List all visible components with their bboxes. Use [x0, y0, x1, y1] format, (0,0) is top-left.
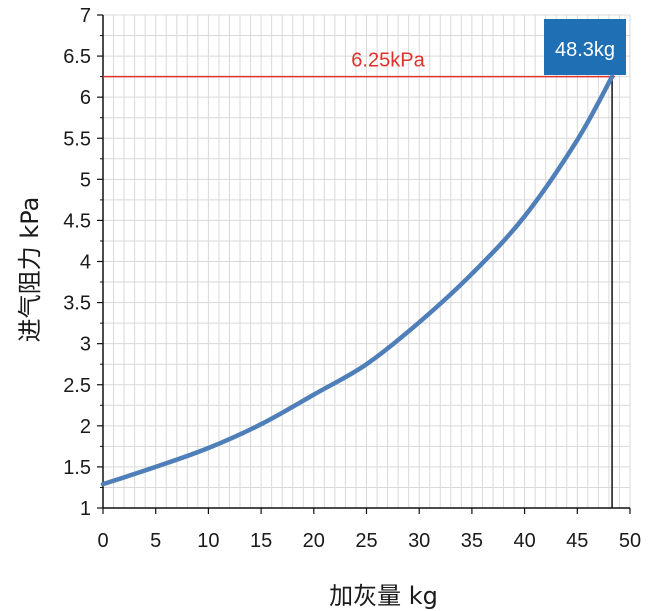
x-tick-label: 15 — [250, 530, 272, 552]
y-tick-label: 7 — [80, 5, 91, 27]
x-tick-label: 0 — [97, 530, 108, 552]
x-tick-label: 50 — [619, 530, 641, 552]
y-tick-label: 5.5 — [63, 128, 91, 150]
x-tick-label: 35 — [461, 530, 483, 552]
series — [100, 74, 615, 487]
y-tick-label: 4.5 — [63, 210, 91, 232]
point-label-box — [544, 19, 626, 75]
y-tick-label: 5 — [80, 169, 91, 191]
x-axis-label: 加灰量 kg — [329, 582, 438, 610]
threshold-label: 6.25kPa — [351, 50, 425, 72]
x-tick-label: 10 — [197, 530, 219, 552]
x-tick-label: 40 — [513, 530, 535, 552]
y-tick-label: 4 — [80, 252, 91, 274]
y-tick-label: 2.5 — [63, 375, 91, 397]
y-tick-label: 3 — [80, 334, 91, 356]
x-tick-label: 20 — [303, 530, 325, 552]
point-label: 48.3kg — [555, 39, 615, 61]
y-tick-label: 6.5 — [63, 46, 91, 68]
y-tick-label: 3.5 — [63, 293, 91, 315]
y-tick-label: 1.5 — [63, 457, 91, 479]
x-tick-label: 5 — [150, 530, 161, 552]
x-tick-label: 45 — [566, 530, 588, 552]
y-axis-label: 进气阻力 kPa — [16, 197, 44, 343]
x-tick-label: 30 — [408, 530, 430, 552]
y-tick-label: 6 — [80, 87, 91, 109]
ticks: 1 1.5 2 2.5 3 3.5 4 4.5 5 5.5 6 6.5 7 0 5 10 15 20 25 30 35 4… — [63, 5, 641, 552]
grid — [102, 14, 631, 509]
series-line — [100, 74, 615, 487]
y-tick-label: 1 — [80, 498, 91, 520]
annotations: 6.25kPa 48.3kg — [103, 19, 626, 508]
y-tick-label: 2 — [80, 416, 91, 438]
x-tick-label: 25 — [355, 530, 377, 552]
